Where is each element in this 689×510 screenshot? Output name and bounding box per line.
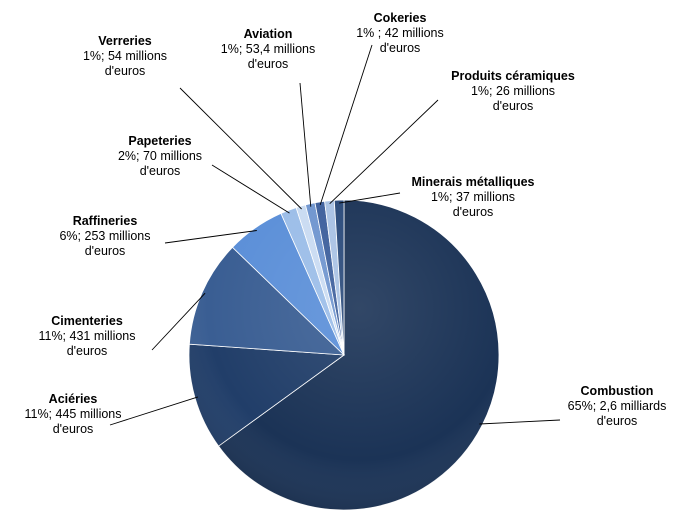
slice-name: Produits céramiques: [451, 69, 575, 83]
slice-name: Aciéries: [49, 392, 98, 406]
leader-line-raffineries: [164, 230, 257, 244]
slice-name: Cimenteries: [51, 314, 123, 328]
slice-value: 1% ; 42 millions: [356, 26, 444, 40]
slice-value: 6%; 253 millions: [59, 229, 150, 243]
slice-name: Minerais métalliques: [412, 175, 535, 189]
slice-name: Cokeries: [374, 11, 427, 25]
slice-value: 1%; 54 millions: [83, 49, 167, 63]
slice-name: Combustion: [581, 384, 654, 398]
leader-line-cokeries: [319, 44, 373, 206]
slice-unit: d'euros: [140, 164, 181, 178]
slice-name: Aviation: [244, 27, 293, 41]
leader-line-minerais-m-talliques: [339, 192, 401, 204]
slice-unit: d'euros: [493, 99, 534, 113]
slice-value: 11%; 431 millions: [38, 329, 135, 343]
slice-value: 1%; 37 millions: [431, 190, 515, 204]
slice-unit: d'euros: [453, 205, 494, 219]
leader-line-aci-ries: [109, 396, 199, 426]
slice-name: Papeteries: [128, 134, 191, 148]
slice-value: 1%; 53,4 millions: [221, 42, 316, 56]
slice-unit: d'euros: [248, 57, 289, 71]
slice-unit: d'euros: [380, 41, 421, 55]
slice-unit: d'euros: [67, 344, 108, 358]
leader-lines: [109, 44, 561, 426]
leader-line-cimenteries: [151, 292, 206, 351]
slice-unit: d'euros: [85, 244, 126, 258]
leader-line-combustion: [479, 419, 561, 425]
leader-line-aviation: [299, 82, 312, 207]
slice-value: 65%; 2,6 milliards: [568, 399, 667, 413]
slice-unit: d'euros: [105, 64, 146, 78]
slice-name: Verreries: [98, 34, 152, 48]
slice-unit: d'euros: [53, 422, 94, 436]
slice-value: 11%; 445 millions: [24, 407, 121, 421]
leader-line-verreries: [179, 87, 302, 210]
pie-slices: [188, 199, 500, 510]
leader-line-papeteries: [211, 164, 290, 214]
leader-line-produits-c-ramiques: [329, 99, 439, 205]
slice-name: Raffineries: [73, 214, 138, 228]
slice-value: 2%; 70 millions: [118, 149, 202, 163]
slice-unit: d'euros: [597, 414, 638, 428]
slice-value: 1%; 26 millions: [471, 84, 555, 98]
